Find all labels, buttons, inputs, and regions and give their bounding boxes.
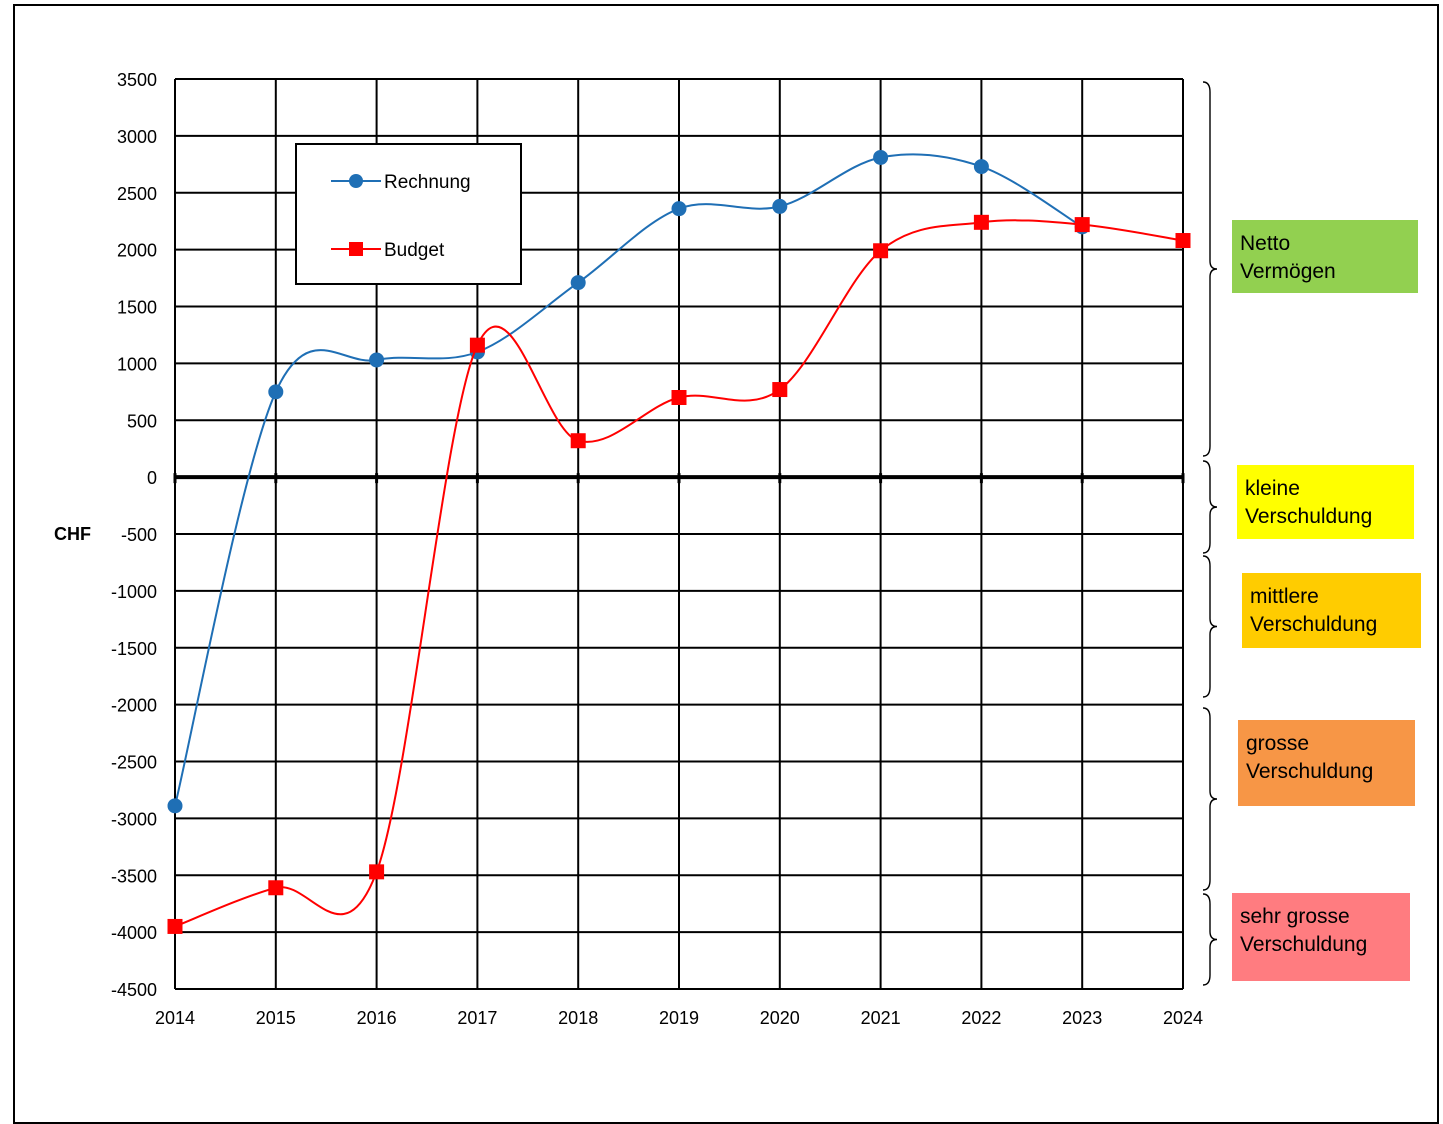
- band-label: grosse Verschuldung: [1238, 720, 1415, 806]
- data-point-budget: [772, 382, 788, 398]
- data-point-rechnung: [671, 201, 687, 217]
- x-tick-label: 2022: [961, 1008, 1001, 1028]
- x-tick-label: 2021: [861, 1008, 901, 1028]
- y-tick-label: -500: [121, 525, 157, 545]
- y-tick-label: 500: [127, 411, 157, 431]
- x-tick-label: 2016: [357, 1008, 397, 1028]
- y-tick-label: 1000: [117, 354, 157, 374]
- legend-marker: [349, 174, 363, 188]
- axis-ticks: 3500 3000 2500 2000 1500 1000 500 0 -500 -1000 -15…: [111, 70, 1203, 1028]
- x-tick-label: 2023: [1062, 1008, 1102, 1028]
- y-tick-label: -2500: [111, 753, 157, 773]
- y-tick-label: -2000: [111, 696, 157, 716]
- y-tick-label: -3500: [111, 866, 157, 886]
- band-brace: [1202, 460, 1218, 554]
- band-label: kleine Verschuldung: [1237, 465, 1414, 539]
- x-tick-label: 2015: [256, 1008, 296, 1028]
- data-point-budget: [268, 880, 284, 896]
- data-point-budget: [1175, 233, 1191, 249]
- legend-label: Rechnung: [384, 172, 471, 193]
- y-axis-label: CHF: [54, 524, 91, 544]
- data-point-budget: [570, 433, 586, 449]
- data-point-rechnung: [772, 198, 788, 214]
- x-tick-label: 2019: [659, 1008, 699, 1028]
- y-tick-label: 1500: [117, 298, 157, 318]
- band-brace: [1202, 893, 1218, 986]
- data-point-rechnung: [369, 352, 385, 368]
- data-point-rechnung: [167, 798, 183, 814]
- data-point-budget: [167, 918, 183, 934]
- x-tick-label: 2014: [155, 1008, 195, 1028]
- data-point-budget: [973, 214, 989, 230]
- legend-marker: [349, 242, 363, 256]
- y-tick-label: 2500: [117, 184, 157, 204]
- data-point-rechnung: [268, 384, 284, 400]
- y-tick-label: 3500: [117, 70, 157, 90]
- y-tick-label: -4500: [111, 980, 157, 1000]
- legend: Rechnung Budget: [295, 143, 522, 285]
- y-tick-label: 2000: [117, 241, 157, 261]
- band-label: sehr grosse Verschuldung: [1232, 893, 1410, 981]
- line-chart: 3500 3000 2500 2000 1500 1000 500 0 -500 -1000 -15…: [54, 70, 1218, 1028]
- x-tick-label: 2024: [1163, 1008, 1203, 1028]
- data-point-rechnung: [570, 275, 586, 291]
- y-tick-label: -1000: [111, 582, 157, 602]
- data-point-budget: [873, 243, 889, 259]
- y-tick-label: 3000: [117, 127, 157, 147]
- data-point-budget: [469, 337, 485, 353]
- x-tick-label: 2018: [558, 1008, 598, 1028]
- band-brace: [1202, 555, 1218, 698]
- band-label: Netto Vermögen: [1232, 220, 1418, 293]
- band-brace: [1202, 81, 1218, 457]
- legend-label: Budget: [384, 240, 445, 261]
- data-point-budget: [1074, 217, 1090, 233]
- data-point-rechnung: [973, 159, 989, 175]
- x-tick-label: 2017: [457, 1008, 497, 1028]
- band-label: mittlere Verschuldung: [1242, 573, 1421, 648]
- legend-box: [295, 143, 522, 285]
- band-brace: [1202, 707, 1218, 891]
- data-point-rechnung: [873, 149, 889, 165]
- y-tick-label: -3000: [111, 809, 157, 829]
- x-tick-label: 2020: [760, 1008, 800, 1028]
- series-layer: [167, 149, 1191, 934]
- data-point-budget: [671, 390, 687, 405]
- y-tick-label: -4000: [111, 923, 157, 943]
- y-tick-label: -1500: [111, 639, 157, 659]
- band-braces: [1202, 81, 1218, 986]
- y-tick-label: 0: [147, 468, 157, 488]
- data-point-budget: [369, 864, 385, 880]
